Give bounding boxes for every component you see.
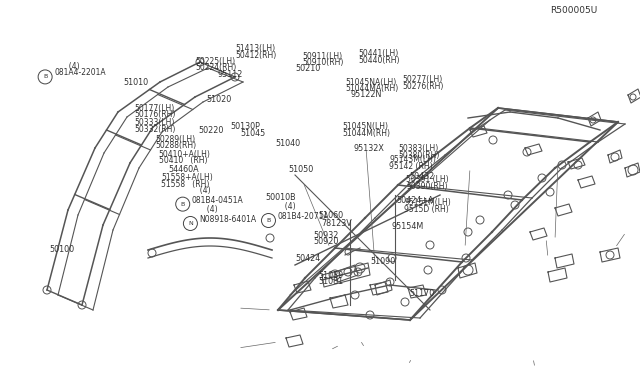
Text: 51044M(RH): 51044M(RH) <box>342 129 390 138</box>
Text: 50289(LH): 50289(LH) <box>155 135 195 144</box>
Text: 54460A: 54460A <box>168 165 199 174</box>
Text: 081A4-2201A: 081A4-2201A <box>54 68 106 77</box>
Text: 50424: 50424 <box>296 254 321 263</box>
Text: (4): (4) <box>202 205 217 214</box>
Text: 50410+A(LH): 50410+A(LH) <box>159 150 211 158</box>
Text: 51045NA(LH): 51045NA(LH) <box>346 78 397 87</box>
Text: 50391 (LH): 50391 (LH) <box>406 175 449 184</box>
Text: 081B4-2071A: 081B4-2071A <box>278 212 329 221</box>
Text: 50225(LH): 50225(LH) <box>195 57 236 66</box>
Text: 51558+A(LH): 51558+A(LH) <box>161 173 213 182</box>
Text: 50920: 50920 <box>314 237 339 246</box>
Text: 51010: 51010 <box>123 78 148 87</box>
Text: 95122N: 95122N <box>351 90 382 99</box>
Text: 50410   (RH): 50410 (RH) <box>159 156 207 165</box>
Text: 95154M: 95154M <box>392 222 424 231</box>
Text: 50277(LH): 50277(LH) <box>402 76 442 84</box>
Text: 51170: 51170 <box>410 289 435 298</box>
Text: R500005U: R500005U <box>550 6 598 15</box>
Text: 51413(LH): 51413(LH) <box>236 44 276 53</box>
Text: 50412(RH): 50412(RH) <box>236 51 276 60</box>
Text: 50010B: 50010B <box>266 193 296 202</box>
Text: 50224(RH): 50224(RH) <box>195 63 236 72</box>
Text: 51090: 51090 <box>370 257 395 266</box>
Text: N: N <box>188 221 193 226</box>
Text: 50100: 50100 <box>49 245 74 254</box>
Text: B: B <box>43 74 47 79</box>
Text: 95143M(LH): 95143M(LH) <box>389 155 436 164</box>
Text: 51045: 51045 <box>240 129 265 138</box>
Text: (4): (4) <box>64 62 79 71</box>
Text: B: B <box>180 202 185 206</box>
Text: 51040: 51040 <box>275 139 300 148</box>
Text: 50177(LH): 50177(LH) <box>134 104 175 113</box>
Text: 50383(LH): 50383(LH) <box>398 144 438 153</box>
Text: 51050: 51050 <box>288 165 313 174</box>
Text: (4): (4) <box>280 202 296 211</box>
Text: 50441(LH): 50441(LH) <box>358 49 399 58</box>
Text: 51558   (RH): 51558 (RH) <box>161 180 210 189</box>
Text: 51044MA(RH): 51044MA(RH) <box>346 84 399 93</box>
Text: 95112: 95112 <box>218 70 243 79</box>
Text: (4): (4) <box>195 186 211 195</box>
Text: 51081: 51081 <box>319 278 344 286</box>
Text: 51089: 51089 <box>319 271 344 280</box>
Text: 50220: 50220 <box>198 126 224 135</box>
Text: 50288(RH): 50288(RH) <box>155 141 196 150</box>
Text: 95132X: 95132X <box>353 144 384 153</box>
Text: B: B <box>266 218 271 223</box>
Text: 51020: 51020 <box>206 95 231 104</box>
Text: 50910(RH): 50910(RH) <box>302 58 344 67</box>
Text: 51060: 51060 <box>319 211 344 219</box>
Text: 95142 (RH): 95142 (RH) <box>389 162 433 171</box>
Text: 50390(RH): 50390(RH) <box>406 182 448 190</box>
Text: 51045N(LH): 51045N(LH) <box>342 122 388 131</box>
Text: 95151M(LH): 95151M(LH) <box>404 198 451 207</box>
Text: 9515D (RH): 9515D (RH) <box>404 205 449 214</box>
Text: 50276(RH): 50276(RH) <box>402 82 444 91</box>
Text: 50424+A: 50424+A <box>397 196 434 205</box>
Text: 50440(RH): 50440(RH) <box>358 56 400 65</box>
Text: N08918-6401A: N08918-6401A <box>200 215 257 224</box>
Text: 50911(LH): 50911(LH) <box>302 52 342 61</box>
Text: 50380(RH): 50380(RH) <box>398 151 440 160</box>
Text: 50332(RH): 50332(RH) <box>134 125 176 134</box>
Text: 50432: 50432 <box>410 172 435 181</box>
Text: 50130P: 50130P <box>230 122 260 131</box>
Text: 50210: 50210 <box>296 64 321 73</box>
Text: 50932: 50932 <box>314 231 339 240</box>
Text: 081B4-0451A: 081B4-0451A <box>192 196 243 205</box>
Text: 50176(RH): 50176(RH) <box>134 110 176 119</box>
Text: 50333(LH): 50333(LH) <box>134 118 175 127</box>
Text: 78123V: 78123V <box>321 219 352 228</box>
